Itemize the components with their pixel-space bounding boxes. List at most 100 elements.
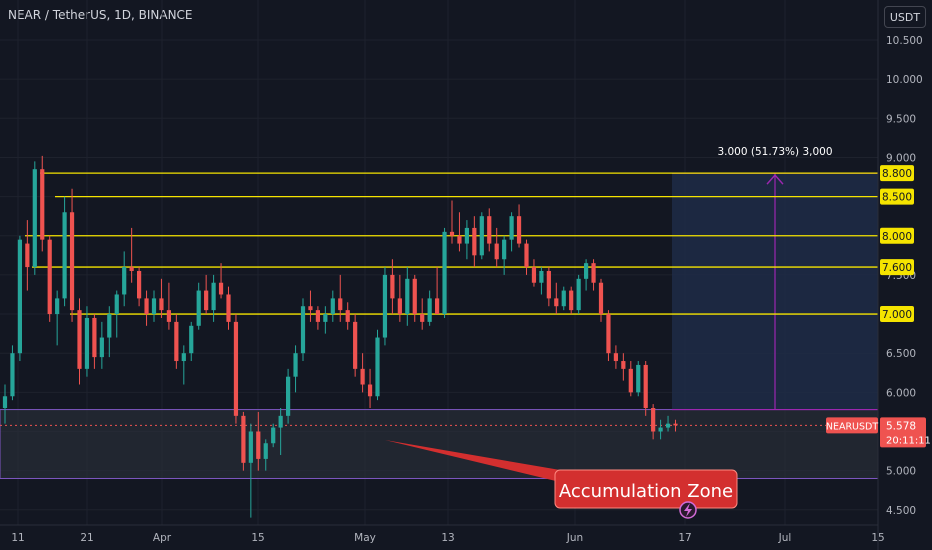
candle-body xyxy=(181,353,186,362)
candle-body xyxy=(256,431,261,459)
candle-body xyxy=(315,310,320,322)
level-price-label: 8.000 xyxy=(882,231,912,243)
candle-body xyxy=(390,274,395,299)
time-tick-label: 21 xyxy=(80,532,93,544)
candle-body xyxy=(166,310,171,322)
last-price-label: 5.578 xyxy=(886,420,916,432)
candle-body xyxy=(271,427,276,444)
candle-body xyxy=(241,415,246,463)
candle-body xyxy=(472,227,477,256)
candle-body xyxy=(628,368,633,393)
candle-body xyxy=(92,317,97,358)
candle-body xyxy=(77,310,82,369)
lightning-bolt-icon xyxy=(684,503,692,517)
candle-body xyxy=(591,263,596,283)
candle-body xyxy=(449,231,455,236)
candle-body xyxy=(367,384,373,397)
candle-body xyxy=(405,278,410,315)
candle-body xyxy=(278,415,283,428)
candle-body xyxy=(84,317,90,369)
candle-body xyxy=(62,212,67,299)
candle-body xyxy=(464,227,469,244)
candle-body xyxy=(32,169,37,268)
candle-body xyxy=(345,310,350,322)
candle-body xyxy=(137,270,142,299)
candle-body xyxy=(196,290,201,326)
candle-body xyxy=(286,376,291,416)
candle-body xyxy=(114,294,119,315)
time-tick-label: 13 xyxy=(441,532,454,544)
measure-label: 3.000 (51.73%) 3,000 xyxy=(717,146,832,158)
candle-body xyxy=(353,321,358,369)
candle-body xyxy=(323,314,328,322)
candle-body xyxy=(539,270,544,283)
candle-body xyxy=(233,321,239,416)
last-price-tag xyxy=(880,417,926,448)
candle-body xyxy=(338,298,343,311)
candle-body xyxy=(144,298,149,315)
price-tick-label: 9.500 xyxy=(886,113,916,125)
time-tick-label: May xyxy=(354,532,376,544)
time-tick-label: 11 xyxy=(11,532,24,544)
candle-body xyxy=(107,314,112,338)
candle-body xyxy=(375,337,380,397)
candle-body xyxy=(47,239,52,315)
candle-body xyxy=(621,361,626,369)
candle-body xyxy=(420,314,425,322)
candle-body xyxy=(412,278,417,315)
candle-body xyxy=(494,243,499,260)
candle-body xyxy=(643,364,648,409)
time-tick-label: 17 xyxy=(678,532,691,544)
candle-body xyxy=(479,216,484,256)
candle-body xyxy=(442,231,447,315)
candle-body xyxy=(457,235,462,244)
time-tick-label: Jul xyxy=(778,532,792,544)
candle-body xyxy=(226,294,231,322)
level-price-label: 7.000 xyxy=(882,309,912,321)
time-tick-label: Jun xyxy=(566,532,583,544)
price-tick-label: 9.000 xyxy=(886,152,916,164)
candle-body xyxy=(397,298,402,315)
level-price-tag xyxy=(880,306,914,323)
candle-body xyxy=(189,325,194,354)
candle-body xyxy=(129,267,134,271)
level-price-label: 7.600 xyxy=(882,262,912,274)
price-tick-label: 6.500 xyxy=(886,348,916,360)
candle-body xyxy=(658,427,663,432)
candle-body xyxy=(360,368,365,385)
countdown-label: 20:11:11 xyxy=(886,435,931,446)
level-price-label: 8.500 xyxy=(882,192,912,204)
candle-body xyxy=(502,239,507,260)
candle-body xyxy=(561,290,566,307)
candle-body xyxy=(598,282,604,315)
symbol-tag-label: NEARUSDT xyxy=(826,421,879,432)
candle-body xyxy=(25,243,30,268)
candle-body xyxy=(546,270,551,299)
price-tick-label: 4.500 xyxy=(886,505,916,517)
candle-body xyxy=(2,396,8,409)
accumulation-zone-band xyxy=(0,409,879,479)
candle-body xyxy=(427,298,432,322)
symbol-tag xyxy=(826,417,878,434)
candle-body xyxy=(382,274,388,338)
candle-body xyxy=(435,298,440,315)
candle-body xyxy=(10,353,15,397)
currency-button[interactable]: USDT xyxy=(884,6,926,28)
candle-body xyxy=(673,423,678,426)
candle-body xyxy=(606,314,611,354)
candle-body xyxy=(651,408,656,432)
level-price-tag xyxy=(880,259,914,276)
candle-body xyxy=(55,298,60,315)
candle-body xyxy=(308,306,313,311)
candle-body xyxy=(263,443,268,459)
candle-body xyxy=(17,239,22,354)
price-tick-label: 5.000 xyxy=(886,466,916,478)
candle-body xyxy=(330,298,335,315)
level-price-tag xyxy=(880,165,914,182)
level-price-label: 8.800 xyxy=(882,168,912,180)
candle-body xyxy=(516,216,522,244)
price-tick-label: 10.000 xyxy=(886,74,923,86)
candle-body xyxy=(69,212,75,311)
time-tick-label: 15 xyxy=(871,532,884,544)
